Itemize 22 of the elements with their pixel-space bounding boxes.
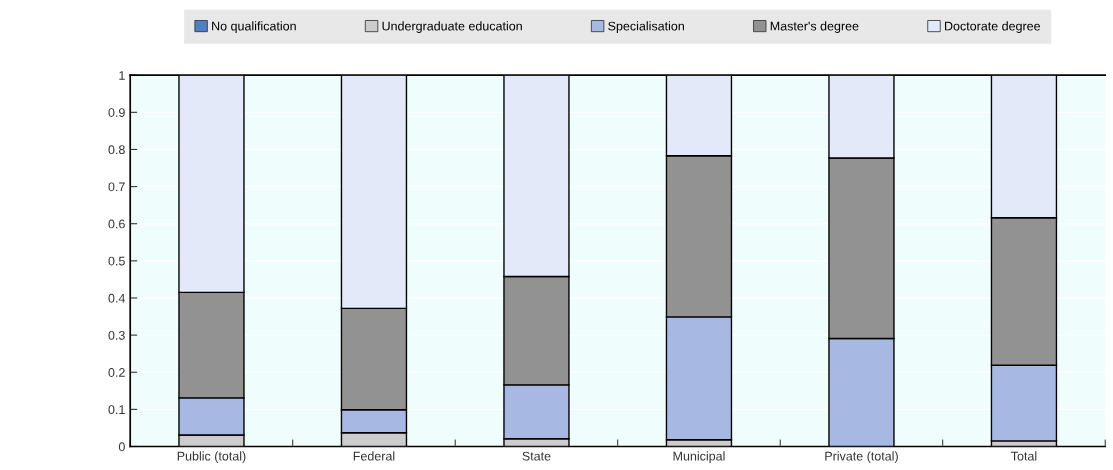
legend-label: Master's degree (770, 21, 859, 33)
legend-label: Undergraduate education (382, 21, 522, 33)
y-tick-label: 0.9 (108, 108, 125, 117)
y-tick-label: 0.5 (108, 256, 125, 266)
legend-label: Doctorate degree (945, 21, 1041, 33)
y-tick-label: 0.8 (108, 145, 125, 155)
x-tick-label: Municipal (673, 451, 725, 464)
y-tick-label: 0.3 (108, 330, 125, 340)
x-tick-label: Federal (353, 451, 395, 461)
y-tick-label: 0.1 (108, 405, 125, 415)
y-tick-label: 0.2 (108, 368, 125, 377)
x-tick-label: Private (total) (825, 451, 898, 464)
x-tick-label: State (522, 451, 551, 461)
y-tick-label: 0.4 (108, 293, 125, 303)
legend-label: No qualification (212, 21, 296, 33)
y-tick-label: 1 (119, 71, 125, 80)
y-tick-label: 0.7 (108, 182, 125, 192)
y-tick-label: 0 (118, 442, 125, 452)
x-tick-label: Total (1011, 451, 1037, 461)
legend-label: Specialisation (608, 21, 684, 33)
y-tick-label: 0.6 (108, 219, 125, 229)
x-tick-label: Public (total) (177, 451, 246, 464)
